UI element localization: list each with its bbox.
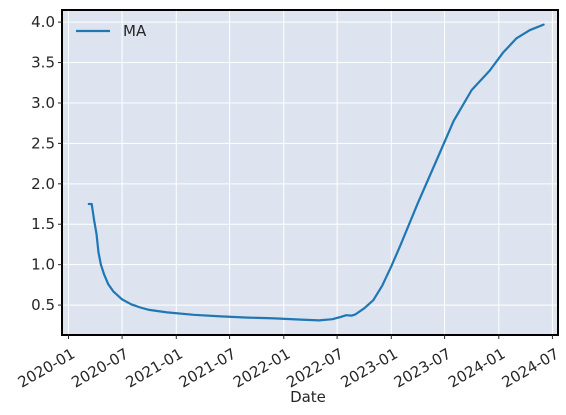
y-tick-label: 1.5	[31, 215, 55, 233]
x-axis-label: Date	[290, 388, 326, 406]
x-tick-label: 2021-01	[123, 345, 186, 392]
plot-background	[62, 10, 558, 335]
x-tick-label: 2021-07	[176, 345, 239, 392]
y-tick-label: 0.5	[31, 296, 55, 314]
y-axis-ticks: 0.5 1.0 1.5 2.0 2.5 3.0 3.5 4.0	[31, 13, 62, 314]
x-tick-label: 2023-01	[338, 345, 401, 392]
y-tick-label: 2.5	[31, 134, 55, 152]
x-tick-label: 2022-01	[230, 345, 293, 392]
x-tick-label: 2022-07	[283, 345, 346, 392]
legend-label: MA	[123, 22, 147, 40]
x-tick-label: 2020-01	[15, 345, 78, 392]
y-tick-label: 3.0	[31, 94, 55, 112]
series-line-ma	[87, 23, 545, 322]
y-tick-label: 3.5	[31, 54, 55, 72]
x-tick-label: 2020-07	[68, 345, 131, 392]
series-layer	[87, 23, 545, 322]
y-tick-label: 2.0	[31, 175, 55, 193]
legend: MA	[76, 22, 147, 40]
x-axis-ticks: 2020-012020-072021-012021-072022-012022-…	[15, 335, 562, 392]
y-tick-label: 1.0	[31, 256, 55, 274]
x-tick-label: 2023-07	[391, 345, 454, 392]
plot-frame	[61, 9, 559, 336]
x-tick-label: 2024-07	[499, 345, 562, 392]
y-tick-label: 4.0	[31, 13, 55, 31]
x-tick-label: 2024-01	[445, 345, 508, 392]
grid-lines	[62, 10, 558, 335]
